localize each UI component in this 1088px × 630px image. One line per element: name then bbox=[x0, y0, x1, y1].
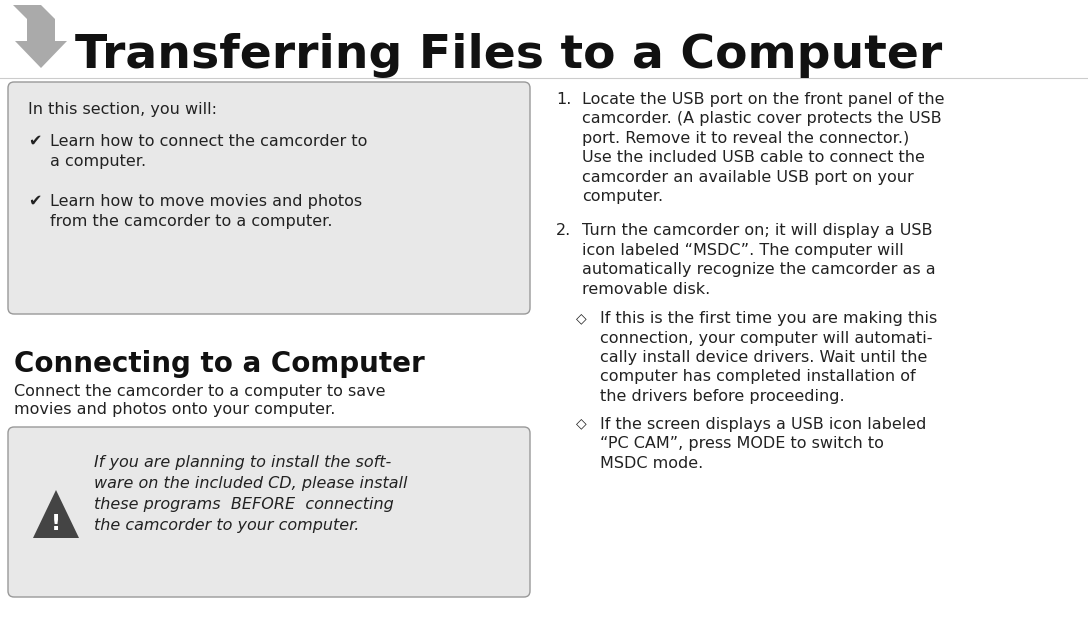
Text: ✔: ✔ bbox=[28, 194, 41, 209]
Text: a computer.: a computer. bbox=[50, 154, 146, 169]
Text: In this section, you will:: In this section, you will: bbox=[28, 102, 217, 117]
Text: connection, your computer will automati-: connection, your computer will automati- bbox=[599, 331, 932, 345]
Polygon shape bbox=[33, 490, 79, 538]
Text: !: ! bbox=[51, 514, 61, 534]
Text: port. Remove it to reveal the connector.): port. Remove it to reveal the connector.… bbox=[582, 131, 910, 146]
Text: Connecting to a Computer: Connecting to a Computer bbox=[14, 350, 424, 378]
Text: computer has completed installation of: computer has completed installation of bbox=[599, 370, 916, 384]
Text: ware on the included CD, please install: ware on the included CD, please install bbox=[94, 476, 408, 491]
Text: If the screen displays a USB icon labeled: If the screen displays a USB icon labele… bbox=[599, 416, 926, 432]
Text: camcorder. (A plastic cover protects the USB: camcorder. (A plastic cover protects the… bbox=[582, 112, 941, 127]
Text: 1.: 1. bbox=[556, 92, 571, 107]
Text: cally install device drivers. Wait until the: cally install device drivers. Wait until… bbox=[599, 350, 927, 365]
Text: Locate the USB port on the front panel of the: Locate the USB port on the front panel o… bbox=[582, 92, 944, 107]
FancyBboxPatch shape bbox=[8, 82, 530, 314]
Text: Learn how to move movies and photos: Learn how to move movies and photos bbox=[50, 194, 362, 209]
Text: Turn the camcorder on; it will display a USB: Turn the camcorder on; it will display a… bbox=[582, 223, 932, 238]
Text: the camcorder to your computer.: the camcorder to your computer. bbox=[94, 518, 359, 533]
Text: MSDC mode.: MSDC mode. bbox=[599, 455, 703, 471]
Text: Connect the camcorder to a computer to save: Connect the camcorder to a computer to s… bbox=[14, 384, 385, 399]
Text: ◇: ◇ bbox=[576, 416, 586, 430]
Text: If you are planning to install the soft-: If you are planning to install the soft- bbox=[94, 455, 392, 470]
Text: If this is the first time you are making this: If this is the first time you are making… bbox=[599, 311, 937, 326]
Text: from the camcorder to a computer.: from the camcorder to a computer. bbox=[50, 214, 333, 229]
Text: computer.: computer. bbox=[582, 190, 663, 205]
Text: Learn how to connect the camcorder to: Learn how to connect the camcorder to bbox=[50, 134, 368, 149]
Text: automatically recognize the camcorder as a: automatically recognize the camcorder as… bbox=[582, 262, 936, 277]
Text: removable disk.: removable disk. bbox=[582, 282, 710, 297]
Text: ◇: ◇ bbox=[576, 311, 586, 325]
FancyBboxPatch shape bbox=[8, 427, 530, 597]
Text: icon labeled “MSDC”. The computer will: icon labeled “MSDC”. The computer will bbox=[582, 243, 904, 258]
Text: the drivers before proceeding.: the drivers before proceeding. bbox=[599, 389, 844, 404]
Text: “PC CAM”, press MODE to switch to: “PC CAM”, press MODE to switch to bbox=[599, 436, 883, 451]
Polygon shape bbox=[13, 5, 67, 68]
Text: 2.: 2. bbox=[556, 223, 571, 238]
Text: these programs  BEFORE  connecting: these programs BEFORE connecting bbox=[94, 497, 394, 512]
Text: Transferring Files to a Computer: Transferring Files to a Computer bbox=[75, 33, 942, 77]
Text: Use the included USB cable to connect the: Use the included USB cable to connect th… bbox=[582, 151, 925, 166]
Text: camcorder an available USB port on your: camcorder an available USB port on your bbox=[582, 170, 914, 185]
Text: ✔: ✔ bbox=[28, 134, 41, 149]
Text: movies and photos onto your computer.: movies and photos onto your computer. bbox=[14, 402, 335, 417]
